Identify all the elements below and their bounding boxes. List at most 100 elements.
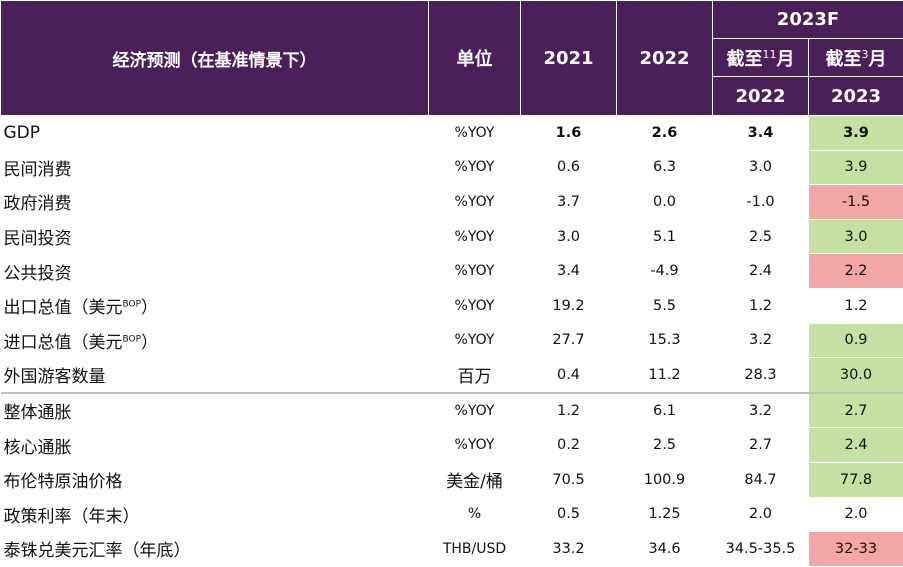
row-label: 布伦特原油价格 xyxy=(1,462,429,497)
value-asof-mar-2023: 3.9 xyxy=(809,150,903,185)
value-asof-nov-2022: 3.0 xyxy=(713,150,809,185)
year-2022-header: 2022 xyxy=(617,1,713,116)
value-2022: 5.5 xyxy=(617,288,713,323)
value-asof-mar-2023: -1.5 xyxy=(809,185,903,220)
value-2021: 0.2 xyxy=(521,428,617,463)
row-label: 民间投资 xyxy=(1,219,429,254)
row-unit: %YOY xyxy=(429,116,521,151)
value-2022: 2.5 xyxy=(617,428,713,463)
row-unit: %YOY xyxy=(429,150,521,185)
value-2021: 70.5 xyxy=(521,462,617,497)
row-label: 外国游客数量 xyxy=(1,358,429,393)
value-asof-nov-2022: 2.5 xyxy=(713,219,809,254)
value-asof-nov-2022: 2.4 xyxy=(713,254,809,289)
row-unit: %YOY xyxy=(429,393,521,428)
value-2022: 5.1 xyxy=(617,219,713,254)
value-2021: 3.7 xyxy=(521,185,617,220)
row-label: 整体通胀 xyxy=(1,393,429,428)
row-unit: THB/USD xyxy=(429,532,521,567)
value-asof-nov-2022: -1.0 xyxy=(713,185,809,220)
row-label: 政府消费 xyxy=(1,185,429,220)
value-2022: 100.9 xyxy=(617,462,713,497)
unit-header: 单位 xyxy=(429,1,521,116)
value-2022: 6.1 xyxy=(617,393,713,428)
value-asof-mar-2023: 3.0 xyxy=(809,219,903,254)
value-asof-mar-2023: 3.9 xyxy=(809,116,903,151)
value-2022: 34.6 xyxy=(617,532,713,567)
table-header: 经济预测（在基准情景下） 单位 2021 2022 2023F 截至11月 截至… xyxy=(1,1,903,116)
row-unit: %YOY xyxy=(429,219,521,254)
value-asof-nov-2022: 28.3 xyxy=(713,358,809,393)
value-2021: 1.6 xyxy=(521,116,617,151)
row-unit: %YOY xyxy=(429,428,521,463)
year-2021-header: 2021 xyxy=(521,1,617,116)
row-label: 民间消费 xyxy=(1,150,429,185)
value-asof-nov-2022: 1.2 xyxy=(713,288,809,323)
value-2022: 2.6 xyxy=(617,116,713,151)
value-2021: 33.2 xyxy=(521,532,617,567)
value-asof-mar-2023: 77.8 xyxy=(809,462,903,497)
value-asof-mar-2023: 2.7 xyxy=(809,393,903,428)
value-2022: 0.0 xyxy=(617,185,713,220)
value-asof-mar-2023: 32-33 xyxy=(809,532,903,567)
value-2021: 1.2 xyxy=(521,393,617,428)
value-asof-mar-2023: 30.0 xyxy=(809,358,903,393)
value-asof-nov-2022: 84.7 xyxy=(713,462,809,497)
value-asof-mar-2023: 2.0 xyxy=(809,497,903,532)
value-2021: 0.4 xyxy=(521,358,617,393)
value-2022: 11.2 xyxy=(617,358,713,393)
sub-year-2022-header: 2022 xyxy=(713,77,809,116)
value-2021: 19.2 xyxy=(521,288,617,323)
forecast-group-header: 2023F xyxy=(713,1,903,39)
value-2022: 15.3 xyxy=(617,323,713,358)
row-unit: %YOY xyxy=(429,185,521,220)
value-asof-nov-2022: 2.7 xyxy=(713,428,809,463)
value-asof-nov-2022: 2.0 xyxy=(713,497,809,532)
value-asof-nov-2022: 3.2 xyxy=(713,323,809,358)
row-unit: %YOY xyxy=(429,254,521,289)
row-unit: 美金/桶 xyxy=(429,462,521,497)
row-unit: %YOY xyxy=(429,288,521,323)
row-unit: % xyxy=(429,497,521,532)
value-asof-mar-2023: 2.2 xyxy=(809,254,903,289)
value-asof-mar-2023: 2.4 xyxy=(809,428,903,463)
value-asof-nov-2022: 3.2 xyxy=(713,393,809,428)
row-label: 公共投资 xyxy=(1,254,429,289)
value-asof-nov-2022: 3.4 xyxy=(713,116,809,151)
value-2021: 3.4 xyxy=(521,254,617,289)
row-label: GDP xyxy=(1,116,429,151)
row-label: 进口总值（美元BOP） xyxy=(1,323,429,358)
table-title: 经济预测（在基准情景下） xyxy=(1,1,429,116)
value-2021: 27.7 xyxy=(521,323,617,358)
value-2022: 1.25 xyxy=(617,497,713,532)
value-2021: 0.5 xyxy=(521,497,617,532)
value-2021: 0.6 xyxy=(521,150,617,185)
value-2022: 6.3 xyxy=(617,150,713,185)
value-2022: -4.9 xyxy=(617,254,713,289)
row-label: 出口总值（美元BOP） xyxy=(1,288,429,323)
row-label: 泰铢兑美元汇率（年底） xyxy=(1,532,429,567)
row-label: 政策利率（年末） xyxy=(1,497,429,532)
asof-november-header: 截至11月 xyxy=(713,39,809,77)
value-2021: 3.0 xyxy=(521,219,617,254)
value-asof-nov-2022: 34.5-35.5 xyxy=(713,532,809,567)
value-asof-mar-2023: 0.9 xyxy=(809,323,903,358)
value-asof-mar-2023: 1.2 xyxy=(809,288,903,323)
sub-year-2023-header: 2023 xyxy=(809,77,903,116)
row-unit: %YOY xyxy=(429,323,521,358)
